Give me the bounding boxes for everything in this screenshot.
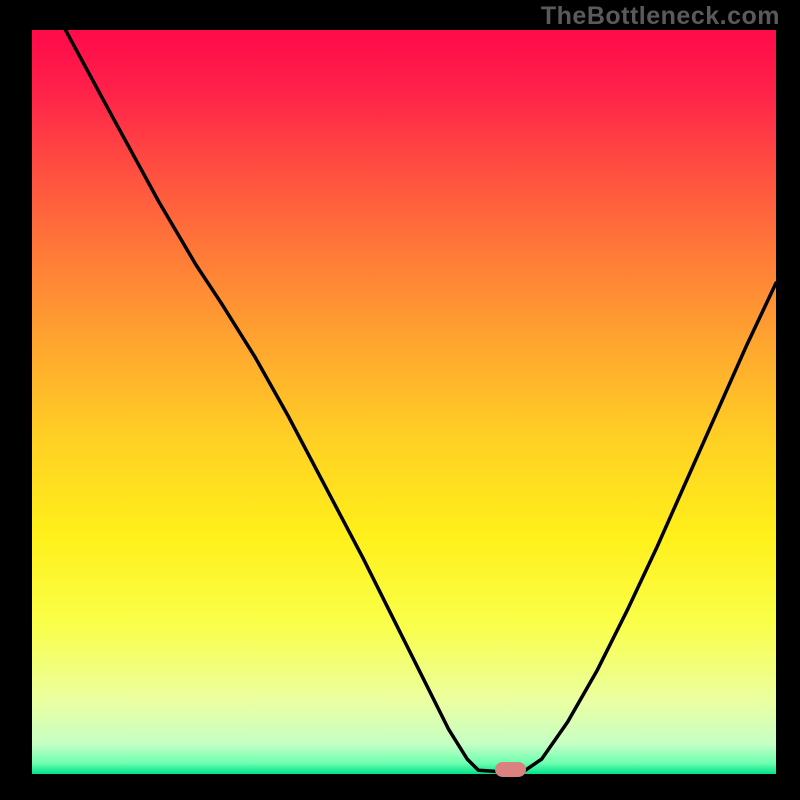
stage: TheBottleneck.com [0,0,800,800]
watermark-text: TheBottleneck.com [541,2,780,31]
chart-plot-area [32,30,776,774]
minimum-marker [495,762,526,777]
